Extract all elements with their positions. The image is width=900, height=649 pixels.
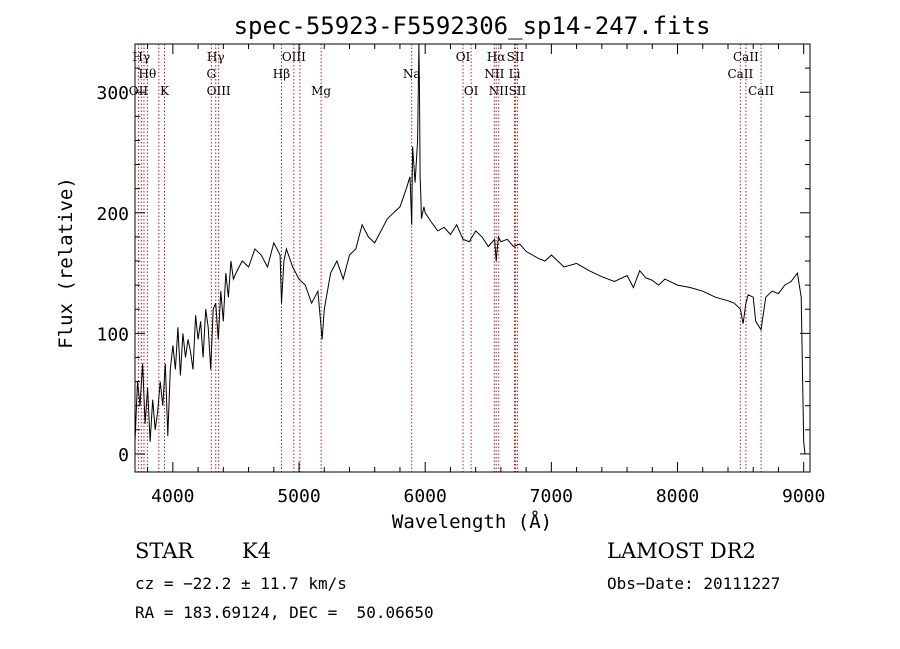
line-markers bbox=[137, 44, 762, 472]
x-tick-label: 8000 bbox=[656, 486, 699, 507]
spectral-line-label: NII bbox=[489, 84, 509, 98]
spectral-line-label: Hθ bbox=[139, 67, 157, 81]
spectral-line-label: OI bbox=[456, 50, 471, 64]
spectral-line-label: K bbox=[160, 84, 170, 98]
chart-title: spec-55923-F5592306_sp14-247.fits bbox=[234, 12, 711, 40]
spectral-line-label: G bbox=[207, 67, 217, 81]
x-axis-label: Wavelength (Å) bbox=[392, 510, 552, 533]
y-tick-label: 100 bbox=[96, 324, 129, 345]
y-tick-label: 300 bbox=[96, 83, 129, 104]
redshift-info: cz = −22.2 ± 11.7 km/s bbox=[135, 574, 347, 593]
spectral-line-label: SII bbox=[507, 50, 525, 64]
spectral-line-label: CaII bbox=[748, 84, 774, 98]
observation-date: Obs−Date: 20111227 bbox=[607, 574, 781, 593]
spectral-line-label: CaII bbox=[733, 50, 759, 64]
plot-frame bbox=[134, 43, 811, 473]
spectral-line-label: Hα bbox=[487, 50, 506, 64]
spectral-line-label: OIII bbox=[207, 84, 231, 98]
spectral-line-label: Mg bbox=[311, 84, 331, 98]
spectral-line-label: SII bbox=[509, 84, 527, 98]
spectral-line-label: OI bbox=[464, 84, 479, 98]
spectral-line-label: NII bbox=[484, 67, 504, 81]
survey-name: LAMOST DR2 bbox=[607, 539, 756, 563]
x-tick-label: 6000 bbox=[404, 486, 447, 507]
y-tick-label: 0 bbox=[118, 445, 129, 466]
spectral-line-label: Hβ bbox=[273, 67, 290, 81]
x-tick-label: 7000 bbox=[530, 486, 573, 507]
spectral-line-label: Hγ bbox=[207, 50, 225, 64]
x-tick-label: 5000 bbox=[277, 486, 320, 507]
spectral-line-label: OII bbox=[129, 84, 149, 98]
y-tick-label: 200 bbox=[96, 204, 129, 225]
spectral-line-label: Hγ bbox=[132, 50, 150, 64]
spectral-line-label: CaII bbox=[727, 67, 753, 81]
spectral-line-label: OIII bbox=[282, 50, 306, 64]
x-tick-label: 9000 bbox=[782, 486, 825, 507]
axis-ticks: 4000 5000 6000 7000 8000 9000 0 100 200 300 bbox=[96, 43, 825, 507]
spectral-line-label: Na bbox=[403, 67, 421, 81]
spectral-line-label: Li bbox=[509, 67, 521, 81]
spectrum-line bbox=[134, 43, 806, 454]
object-type: STAR bbox=[135, 539, 194, 563]
x-tick-label: 4000 bbox=[151, 486, 194, 507]
spectral-subclass: K4 bbox=[242, 539, 272, 563]
spectrum-chart: spec-55923-F5592306_sp14-247.fits Hγ Hθ OI… bbox=[55, 12, 825, 533]
coordinates-info: RA = 183.69124, DEC = 50.06650 bbox=[135, 603, 434, 622]
y-axis-label: Flux (relative) bbox=[55, 177, 77, 349]
